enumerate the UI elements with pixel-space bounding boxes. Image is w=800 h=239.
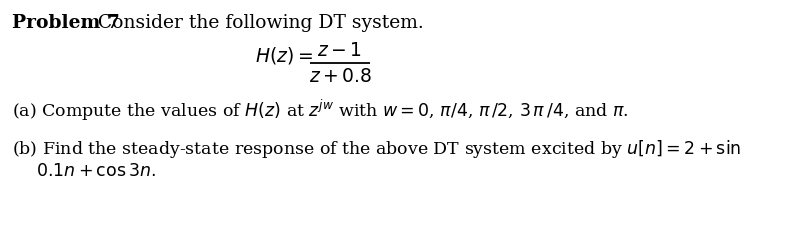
Text: $0.1n + \cos 3n.$: $0.1n + \cos 3n.$ [36,163,156,180]
Text: Problem 7: Problem 7 [12,14,120,32]
Text: .  Consider the following DT system.: . Consider the following DT system. [80,14,424,32]
Text: $z-1$: $z-1$ [318,42,362,60]
Text: $H(z) =$: $H(z) =$ [255,44,313,65]
Text: (b) Find the steady-state response of the above DT system excited by $u[n] = 2 +: (b) Find the steady-state response of th… [12,138,742,160]
Text: $z+0.8$: $z+0.8$ [309,68,371,86]
Text: (a) Compute the values of $H(z)$ at $z^{jw}$ with $w=0$, $\pi/4$, $\pi\,/2$, $3\: (a) Compute the values of $H(z)$ at $z^{… [12,98,629,123]
